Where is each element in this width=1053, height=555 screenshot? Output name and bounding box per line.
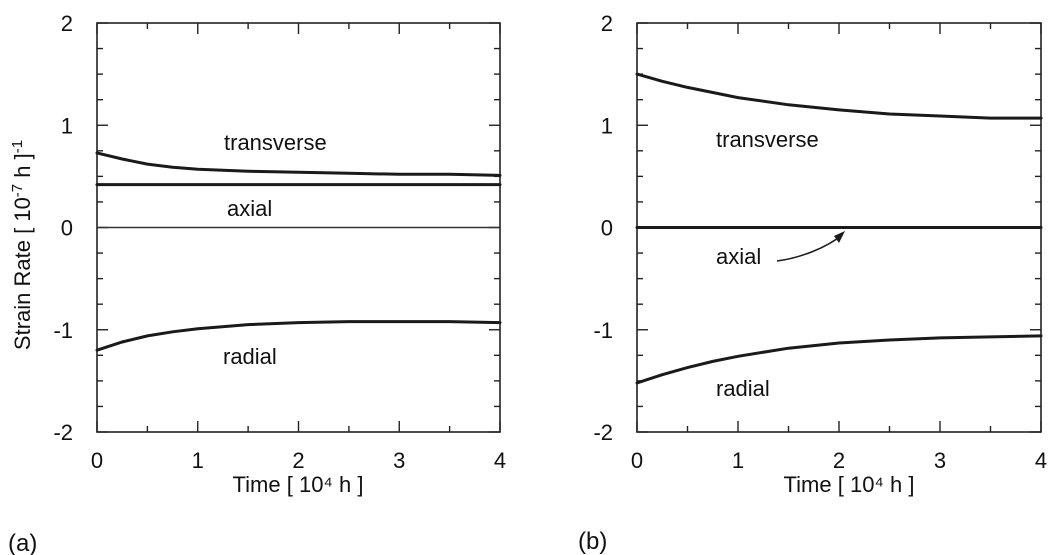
y-axis-title-part: - [9,192,26,197]
y-axis-title-part: h ] [10,153,35,184]
panel-label: (b) [578,528,607,555]
y-tick-label: -2 [53,420,73,445]
y-axis-title: Strain Rate [ 10-7 h ]-1 [9,140,36,350]
x-tick-label: 3 [393,448,405,473]
x-tick-label: 2 [833,448,845,473]
y-tick-label: 1 [61,113,73,138]
chart-panel-b: 0 1 2 3 4 2 1 0 -1 -2 transverse axial radial Time [ … [578,11,1047,555]
y-tick-label: 0 [61,216,73,241]
series-line-radial [635,334,1043,385]
series-line-radial [95,320,502,352]
x-tick-label: 4 [494,448,506,473]
y-axis-title-part: -1 [9,140,26,153]
panel-label: (a) [8,530,37,555]
series-line-transverse [635,72,1043,120]
series-line-transverse [95,151,502,177]
y-tick-label: -1 [53,318,73,343]
series-label-radial: radial [716,376,770,401]
axial-leader-line [776,234,843,262]
series-label-axial: axial [227,196,272,221]
x-tick-label: 3 [934,448,946,473]
y-tick-label: -2 [593,420,613,445]
series-label-transverse: transverse [224,130,327,155]
axial-arrow-head [834,231,845,243]
x-tick-label: 4 [1035,448,1047,473]
y-tick-label: 2 [61,11,73,36]
series-label-radial: radial [223,344,277,369]
series-label-transverse: transverse [716,127,819,152]
y-axis-title-part: 7 [9,184,26,192]
y-axis-title-part: Strain Rate [ 10 [10,197,35,350]
x-axis-title: Time [ 10⁴ h ] [784,472,915,497]
x-tick-label: 0 [631,448,643,473]
y-tick-label: 0 [601,216,613,241]
x-tick-label: 1 [732,448,744,473]
y-tick-label: 1 [601,113,613,138]
chart-panel-a: 0 1 2 3 4 2 1 0 -1 -2 transverse axial radial Time [ … [8,11,506,555]
x-tick-label: 1 [192,448,204,473]
series-label-axial: axial [716,244,761,269]
x-tick-label: 0 [91,448,103,473]
x-axis-title: Time [ 10⁴ h ] [233,472,364,497]
y-tick-label: 2 [601,11,613,36]
x-tick-label: 2 [292,448,304,473]
y-tick-label: -1 [593,318,613,343]
